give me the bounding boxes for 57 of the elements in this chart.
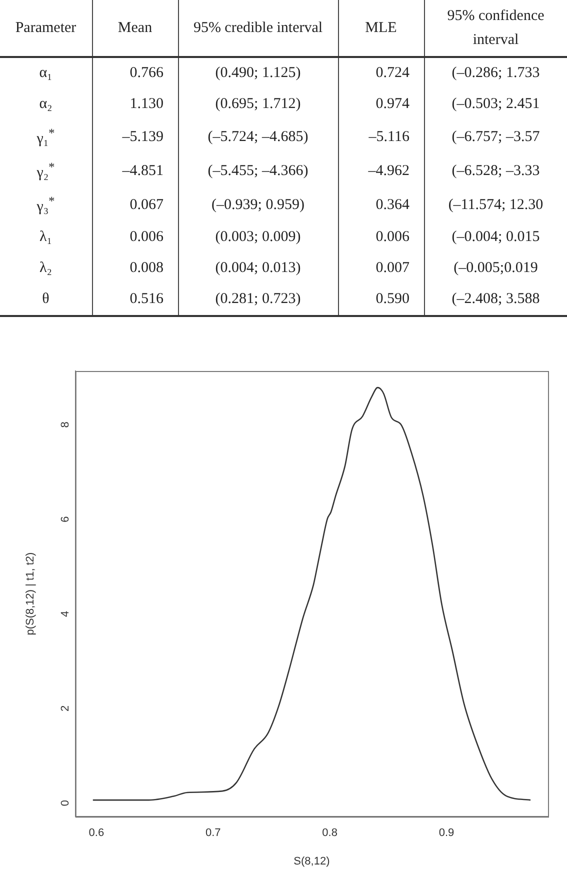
text: λ₂ [38,259,53,278]
text: (0.003; 0.009) [178,222,338,253]
x-tick-label: 0.7 [205,827,221,840]
text: (–0.286; 1.733 [424,57,567,89]
text: 0.006 [338,222,424,253]
text: 1.130 [92,89,178,120]
text: (–0.503; 2.451 [424,89,567,120]
text: (–6.528; –3.33 [424,154,567,188]
text: (–11.574; 12.30 [424,188,567,222]
text: 95% credible interval [178,0,338,57]
y-tick-label: 4 [59,610,72,617]
text: (–5.455; –4.366) [178,154,338,188]
y-tick-label: 8 [59,422,72,428]
text: (0.281; 0.723) [178,284,338,316]
text: α₁ [38,64,54,83]
x-tick-label: 0.9 [438,827,454,840]
text: (–5.724; –4.685) [178,120,338,154]
text: 0.364 [338,188,424,222]
text: 0.590 [338,284,424,316]
text: 0.006 [92,222,178,253]
text: –4.851 [92,154,178,188]
text: 0.974 [338,89,424,120]
text: 0.067 [92,188,178,222]
text: –5.139 [92,120,178,154]
text: (–0.005;0.019 [424,253,567,284]
text: (–6.757; –3.57 [424,120,567,154]
text: (0.695; 1.712) [178,89,338,120]
x-tick-label: 0.6 [88,827,104,840]
text: (0.004; 0.013) [178,253,338,284]
text: (–0.004; 0.015 [424,222,567,253]
text: 0.766 [92,57,178,89]
x-axis-title: S(8,12) [294,855,330,868]
y-tick-label: 2 [59,705,72,712]
y-tick-label: 0 [59,800,72,806]
text: γ₂$^{*}$ [36,159,56,183]
text: 0.008 [92,253,178,284]
x-tick-label: 0.8 [322,827,338,840]
text: α₂ [38,95,54,114]
text: Mean [92,0,178,57]
text: (–2.408; 3.588 [424,284,567,316]
text: γ₃$^{*}$ [36,193,56,217]
text: (–0.939; 0.959) [178,188,338,222]
text: (0.490; 1.125) [178,57,338,89]
text: –4.962 [338,154,424,188]
text: Parameter [0,0,92,57]
text: MLE [338,0,424,57]
line-series [92,386,532,801]
y-tick-label: 6 [59,516,72,522]
text: λ₁ [38,228,53,247]
text: γ₁$^{*}$ [36,125,56,149]
text: 95% confidence interval [424,0,567,57]
text: 0.724 [338,57,424,89]
y-axis-title: p(S(8,12) | t1, t2) [24,552,37,636]
text: 0.007 [338,253,424,284]
text: –5.116 [338,120,424,154]
text: 0.516 [92,284,178,316]
text: θ [0,284,92,316]
